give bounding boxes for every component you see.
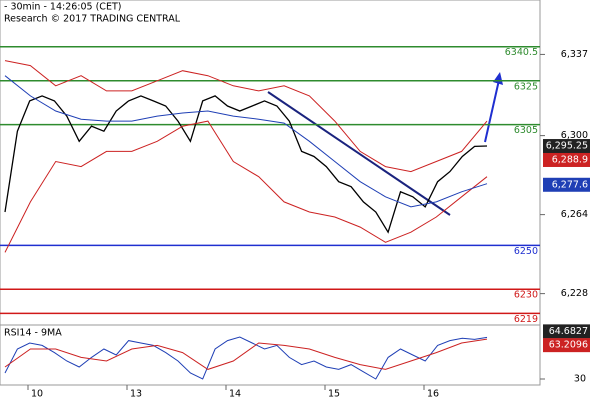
y-tick-label: 6,264 — [561, 209, 588, 220]
rsi-tick-label: 30 — [574, 374, 586, 385]
y-tick-label: 6,337 — [561, 49, 588, 60]
level-label: 6325 — [514, 81, 538, 92]
date-label: 14 — [229, 389, 241, 400]
forecast-arrow — [484, 79, 500, 143]
level-label: 6340.5 — [505, 47, 538, 58]
rsi-panel — [0, 324, 541, 386]
y-tick-label: 6,300 — [561, 130, 588, 141]
level-label: 6305 — [514, 125, 538, 136]
rsi-box-label: 63.2096 — [549, 340, 588, 351]
header: - 30min - 14:26:05 (CET) — [4, 2, 121, 13]
date-label: 10 — [31, 389, 43, 400]
price-box-label: 6,277.6 — [552, 179, 588, 190]
rsi-box — [543, 338, 590, 353]
series-line — [4, 95, 488, 234]
price-box — [543, 177, 590, 192]
rsi-title: RSI14 - 9MA — [4, 328, 62, 339]
price-box-label: 6,288.9 — [552, 154, 588, 165]
rsi-box-label: 64.6827 — [549, 326, 588, 337]
arrow-head — [493, 72, 503, 85]
rsi-line — [4, 338, 488, 370]
price-box — [543, 139, 590, 154]
price-box-label: 6,295.25 — [546, 141, 588, 152]
date-label: 13 — [130, 389, 142, 400]
date-label: 16 — [427, 389, 439, 400]
level-label: 6219 — [514, 314, 538, 325]
date-label: 15 — [328, 389, 340, 400]
level-label: 6250 — [514, 246, 538, 257]
source: Research © 2017 TRADING CENTRAL — [4, 14, 181, 25]
price-box — [543, 152, 590, 167]
level-label: 6230 — [514, 290, 538, 301]
series-line — [4, 60, 488, 173]
series-line — [4, 75, 488, 208]
trend-line — [267, 91, 451, 216]
rsi-box — [543, 324, 590, 339]
rsi-line — [4, 336, 488, 380]
y-tick-label: 6,228 — [561, 288, 588, 299]
series-line — [4, 120, 488, 253]
main-panel — [0, 0, 541, 326]
